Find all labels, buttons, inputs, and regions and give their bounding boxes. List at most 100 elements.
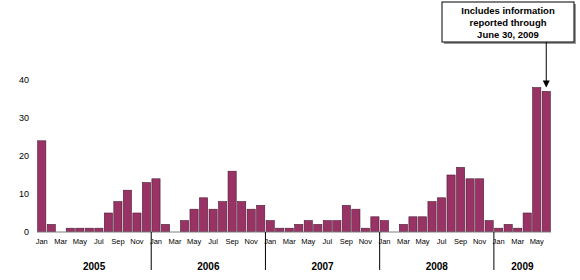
bar [190,209,198,232]
x-axis [37,232,551,233]
x-tick-label: May [187,237,201,246]
bar [514,228,522,232]
y-tick-label: 30 [19,113,29,123]
bar [95,228,103,232]
bar [504,224,512,232]
bars [38,88,551,232]
bar [295,224,303,232]
x-tick-label: May [73,237,87,246]
y-tick [34,232,37,233]
bar [304,221,312,232]
bar [209,209,217,232]
bar [285,228,293,232]
bar [76,228,84,232]
year-label: 2008 [426,261,449,272]
x-tick-label: Jan [378,237,390,246]
x-tick-label: May [415,237,429,246]
group-separator [493,232,494,270]
bar [352,209,360,232]
bar [399,224,407,232]
bar [104,213,112,232]
y-tick [34,118,37,119]
annotation-text: reported through [469,17,546,28]
annotation-arrow [546,42,547,82]
x-tick-label: Mar [397,237,410,246]
bar [142,183,150,232]
group-separator [151,232,152,270]
bar [418,217,426,232]
x-tick-label: Jan [264,237,276,246]
y-tick-label: 40 [19,75,29,85]
bar [276,228,284,232]
bar [333,221,341,232]
y-tick [34,80,37,81]
bar [123,190,131,232]
bar [466,179,474,232]
bar [437,198,445,232]
x-tick-label: Sep [454,237,467,246]
x-tick-label: Sep [340,237,353,246]
x-tick-label: Mar [283,237,296,246]
x-tick-label: Jan [36,237,48,246]
bar [238,202,246,232]
bar [228,171,236,232]
x-tick-label: Mar [511,237,524,246]
bar [542,91,550,232]
x-tick-label: Jul [208,237,218,246]
y-tick [34,156,37,157]
bar [409,217,417,232]
x-tick-label: Mar [169,237,182,246]
year-label: 2007 [311,261,334,272]
x-tick-label: Nov [130,237,144,246]
annotation-arrowhead [543,80,550,87]
bar [476,179,484,232]
bar [342,205,350,232]
x-tick-label: Mar [54,237,67,246]
x-tick-label: Nov [359,237,373,246]
x-tick-label: Sep [225,237,238,246]
year-label: 2009 [511,261,534,272]
y-tick-label: 10 [19,189,29,199]
bar [456,167,464,232]
bar [323,221,331,232]
bar [533,88,541,232]
y-tick [34,194,37,195]
bar [495,228,503,232]
bar [180,221,188,232]
bar [161,224,169,232]
bar [199,198,207,232]
year-label: 2005 [83,261,106,272]
year-label: 2006 [197,261,220,272]
bar [66,228,74,232]
group-separator [379,232,380,270]
x-tick-label: Jan [150,237,162,246]
bar [247,209,255,232]
bar [447,175,455,232]
x-tick-label: Nov [473,237,487,246]
annotation-text: June 30, 2009 [477,29,539,40]
bar [85,228,93,232]
bar [133,213,141,232]
x-tick-label: May [530,237,544,246]
x-tick-label: Jul [323,237,333,246]
bar [38,141,46,232]
annotation-text: Includes information [461,5,555,16]
bar [314,224,322,232]
bar [152,179,160,232]
bar [371,217,379,232]
annotation-box [442,2,574,42]
bar [361,228,369,232]
bar [219,202,227,232]
x-tick-label: Jan [493,237,505,246]
x-tick-label: Sep [111,237,124,246]
bar [47,224,55,232]
bar [257,205,265,232]
y-tick-label: 20 [19,151,29,161]
x-tick-label: Nov [244,237,258,246]
x-tick-label: May [301,237,315,246]
x-tick-label: Jul [94,237,104,246]
bar [114,202,122,232]
bar [428,202,436,232]
bar [485,221,493,232]
y-tick-label: 0 [24,227,29,237]
